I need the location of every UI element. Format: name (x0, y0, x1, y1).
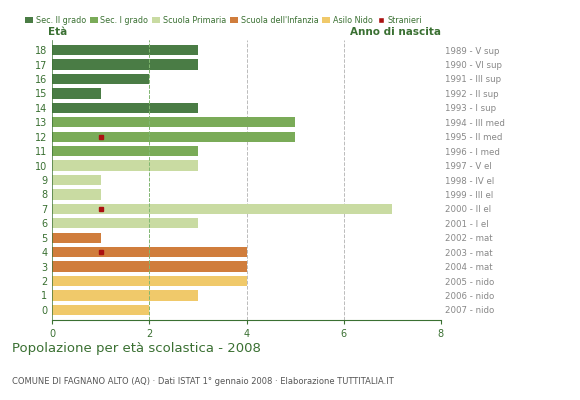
Text: Popolazione per età scolastica - 2008: Popolazione per età scolastica - 2008 (12, 342, 260, 355)
Bar (52, 262, 246, 272)
Bar (52, 189, 101, 200)
Text: Età: Età (48, 27, 67, 37)
Text: COMUNE DI FAGNANO ALTO (AQ) · Dati ISTAT 1° gennaio 2008 · Elaborazione TUTTITAL: COMUNE DI FAGNANO ALTO (AQ) · Dati ISTAT… (12, 377, 393, 386)
Bar (52, 132, 295, 142)
Bar (52, 146, 198, 156)
Bar (52, 247, 246, 257)
Text: Anno di nascita: Anno di nascita (350, 27, 441, 37)
Bar (52, 59, 198, 70)
Legend: Sec. II grado, Sec. I grado, Scuola Primaria, Scuola dell'Infanzia, Asilo Nido, : Sec. II grado, Sec. I grado, Scuola Prim… (25, 16, 422, 25)
Bar (52, 74, 150, 84)
Bar (52, 45, 198, 55)
Bar (52, 204, 392, 214)
Bar (52, 232, 101, 243)
Bar (52, 175, 101, 185)
Bar (52, 88, 101, 98)
Bar (52, 103, 198, 113)
Bar (52, 290, 198, 301)
Bar (52, 305, 150, 315)
Bar (52, 218, 198, 228)
Bar (52, 117, 295, 128)
Bar (52, 160, 198, 171)
Bar (52, 276, 246, 286)
